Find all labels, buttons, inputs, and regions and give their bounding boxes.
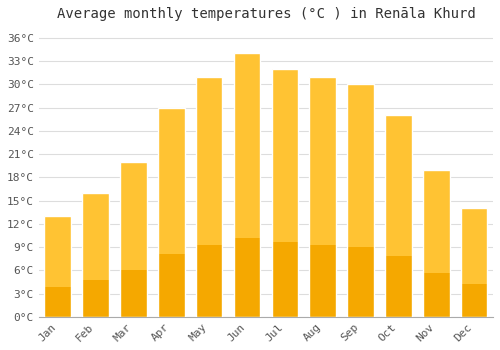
Bar [348,84,374,317]
Bar [348,247,374,317]
Bar [461,284,487,317]
Bar [310,77,336,245]
Bar [82,193,109,317]
Bar [461,208,487,284]
Bar [120,162,146,317]
Bar [385,256,411,317]
Bar [158,108,184,254]
Bar [385,116,411,317]
Bar [234,54,260,317]
Bar [272,69,298,317]
Bar [44,216,71,287]
Bar [196,77,222,245]
Bar [196,77,222,317]
Bar [158,254,184,317]
Bar [385,116,411,256]
Bar [348,84,374,247]
Bar [158,108,184,317]
Bar [234,238,260,317]
Bar [310,77,336,317]
Bar [423,170,450,273]
Bar [234,54,260,238]
Bar [44,287,71,317]
Bar [310,245,336,317]
Bar [423,170,450,317]
Bar [120,162,146,270]
Bar [423,273,450,317]
Bar [44,216,71,317]
Bar [196,245,222,317]
Bar [82,193,109,280]
Bar [82,280,109,317]
Bar [272,243,298,317]
Bar [120,270,146,317]
Bar [272,69,298,243]
Title: Average monthly temperatures (°C ) in Renāla Khurd: Average monthly temperatures (°C ) in Re… [56,7,476,21]
Bar [461,208,487,317]
